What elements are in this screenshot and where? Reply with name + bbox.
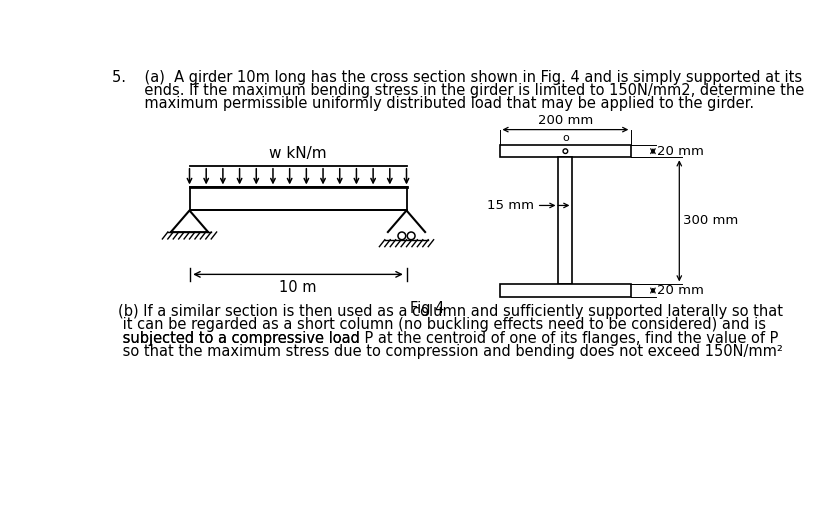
Text: 5.    (a)  A girder 10m long has the cross section shown in Fig. 4 and is simply: 5. (a) A girder 10m long has the cross s… (112, 70, 802, 84)
Bar (189, 187, 406, 210)
Text: it can be regarded as a short column (no buckling effects need to be considered): it can be regarded as a short column (no… (118, 318, 766, 332)
Text: maximum permissible uniformly distributed load that may be applied to the girder: maximum permissible uniformly distribute… (112, 96, 754, 111)
Bar (500, 145, 631, 157)
Text: 200 mm: 200 mm (538, 115, 593, 127)
Bar (559, 157, 572, 285)
Bar (500, 285, 631, 297)
Text: o: o (562, 133, 569, 144)
Text: ends. If the maximum bending stress in the girder is limited to 150N/mm2, determ: ends. If the maximum bending stress in t… (112, 82, 804, 98)
Text: 15 mm: 15 mm (486, 199, 534, 212)
Text: subjected to a compressive load: subjected to a compressive load (118, 330, 364, 346)
Text: w kN/m: w kN/m (269, 146, 327, 161)
Text: (b) If a similar section is then used as a column and sufficiently supported lat: (b) If a similar section is then used as… (118, 304, 783, 320)
Text: 20 mm: 20 mm (657, 284, 704, 297)
Text: Fig 4: Fig 4 (410, 300, 445, 316)
Text: so that the maximum stress due to compression and bending does not exceed 150N/m: so that the maximum stress due to compre… (118, 344, 783, 359)
Text: subjected to a compressive load P at the centroid of one of its flanges, find th: subjected to a compressive load P at the… (118, 330, 779, 346)
Text: 10 m: 10 m (279, 280, 317, 295)
Text: 20 mm: 20 mm (657, 145, 704, 158)
Text: 300 mm: 300 mm (683, 214, 738, 228)
